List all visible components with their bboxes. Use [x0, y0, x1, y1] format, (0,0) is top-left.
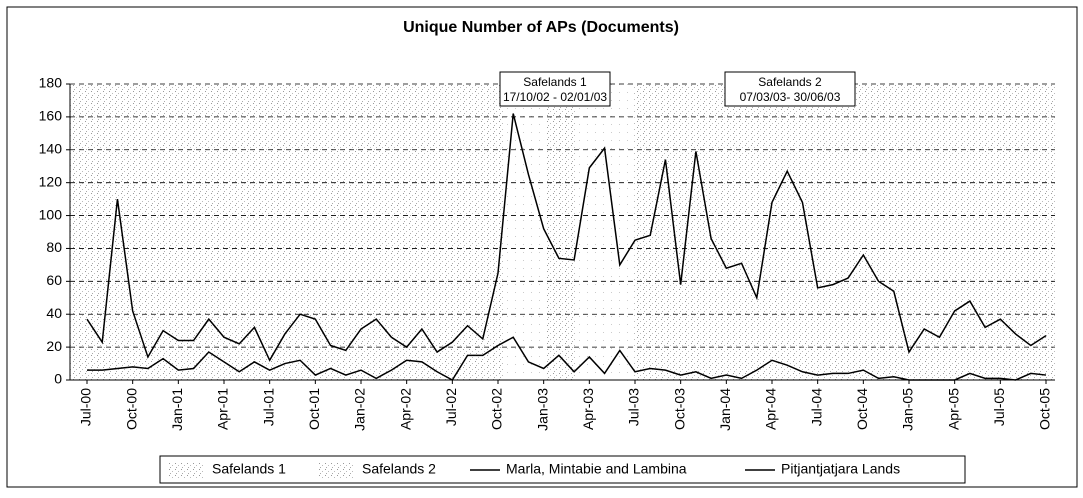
- y-tick-label: 180: [39, 75, 63, 91]
- legend-label: Safelands 2: [362, 461, 436, 477]
- y-tick-label: 0: [54, 371, 62, 387]
- legend-label: Pitjantjatjara Lands: [781, 461, 900, 477]
- x-tick-label: Oct-05: [1037, 388, 1053, 430]
- x-tick-label: Oct-00: [123, 388, 139, 430]
- y-tick-label: 100: [39, 206, 63, 222]
- annotation-title: Safelands 1: [523, 75, 587, 89]
- annotation-box: [724, 71, 856, 107]
- legend-label: Marla, Mintabie and Lambina: [506, 461, 687, 477]
- x-tick-label: Apr-05: [945, 388, 961, 430]
- plot-background: [70, 84, 1055, 380]
- safelands-1-band: [505, 84, 545, 380]
- y-tick-label: 20: [46, 338, 62, 354]
- x-tick-label: Jul-04: [808, 388, 824, 426]
- x-tick-label: Oct-03: [671, 388, 687, 430]
- line-series: [87, 336, 1047, 381]
- x-tick-label: Jul-05: [991, 388, 1007, 426]
- x-tick-label: Jul-02: [443, 388, 459, 426]
- safelands-2-band: [577, 84, 633, 380]
- x-tick-label: Jul-01: [260, 388, 276, 426]
- y-tick-label: 160: [39, 108, 63, 124]
- y-tick-label: 80: [46, 239, 62, 255]
- legend: [159, 455, 966, 484]
- x-tick-label: Apr-01: [215, 388, 231, 430]
- annotation-text: 17/10/02 - 02/01/03: [503, 90, 607, 104]
- chart-title: Unique Number of APs (Documents): [403, 19, 679, 36]
- legend-label: Safelands 1: [212, 461, 286, 477]
- x-tick-label: Apr-02: [397, 388, 413, 430]
- annotation-text: 07/03/03- 30/06/03: [740, 90, 841, 104]
- x-tick-label: Oct-04: [854, 388, 870, 430]
- annotation-title: Safelands 2: [758, 75, 822, 89]
- legend-swatch: [318, 462, 354, 478]
- x-tick-label: Jan-03: [534, 388, 550, 431]
- legend-swatch: [168, 462, 204, 478]
- x-tick-label: Jul-00: [78, 388, 94, 426]
- y-tick-label: 40: [46, 305, 62, 321]
- x-tick-label: Jul-03: [626, 388, 642, 426]
- x-tick-label: Oct-01: [306, 388, 322, 430]
- line-series: [86, 113, 1047, 362]
- annotation-box: [499, 71, 611, 107]
- x-tick-label: Jan-01: [169, 388, 185, 431]
- x-tick-label: Jan-04: [717, 388, 733, 431]
- x-tick-label: Apr-03: [580, 388, 596, 430]
- y-tick-label: 60: [46, 272, 62, 288]
- x-tick-label: Apr-04: [763, 388, 779, 430]
- x-tick-label: Jan-02: [352, 388, 368, 431]
- x-tick-label: Jan-05: [900, 388, 916, 431]
- y-tick-label: 120: [39, 173, 63, 189]
- y-tick-label: 140: [39, 140, 63, 156]
- x-tick-label: Oct-02: [489, 388, 505, 430]
